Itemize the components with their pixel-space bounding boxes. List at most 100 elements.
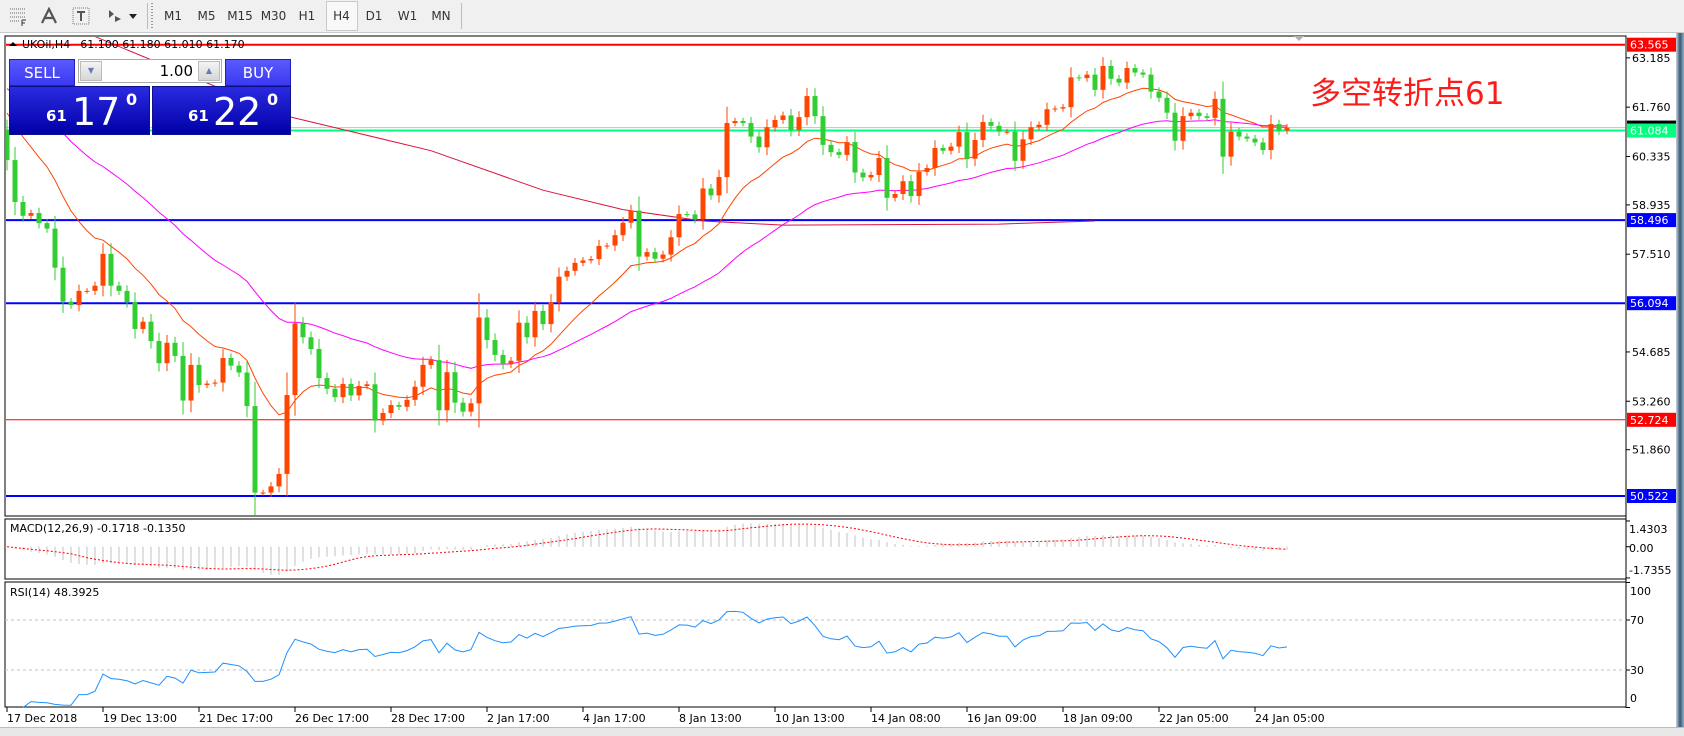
level-price-label: 61.084 bbox=[1630, 125, 1669, 138]
lot-size-stepper[interactable]: ▼ 1.00 ▲ bbox=[78, 59, 222, 83]
mid-moving-average-line bbox=[6, 88, 1288, 369]
level-price-label: 52.724 bbox=[1630, 414, 1669, 427]
chart-tabs-bar[interactable] bbox=[0, 727, 1684, 736]
level-price-tag bbox=[1627, 488, 1677, 503]
candle bbox=[292, 302, 298, 416]
candle-body bbox=[500, 354, 506, 365]
candle-body bbox=[556, 276, 562, 303]
candle bbox=[836, 148, 842, 159]
candle bbox=[68, 297, 74, 309]
candle bbox=[1148, 67, 1154, 99]
candle-body bbox=[6, 129, 10, 161]
candle bbox=[1036, 121, 1042, 131]
timeframe-d1-button[interactable]: D1 bbox=[365, 9, 383, 23]
candle bbox=[1156, 87, 1162, 103]
candle bbox=[6, 119, 10, 171]
candle-body bbox=[684, 214, 690, 216]
candle bbox=[740, 117, 746, 127]
buy-button[interactable]: BUY bbox=[225, 59, 291, 86]
toolbar-grip[interactable] bbox=[151, 3, 153, 29]
candle bbox=[1060, 104, 1066, 112]
timeframe-mn-button[interactable]: MN bbox=[431, 9, 451, 23]
time-tick-label: 10 Jan 13:00 bbox=[775, 712, 845, 725]
time-tick-label: 17 Dec 2018 bbox=[7, 712, 77, 725]
candle bbox=[876, 151, 882, 182]
candle bbox=[188, 353, 194, 413]
candle-body bbox=[116, 285, 122, 291]
candle bbox=[348, 378, 354, 401]
candle-body bbox=[1276, 124, 1282, 131]
candle-body bbox=[604, 245, 610, 247]
candle bbox=[340, 377, 346, 404]
candle bbox=[252, 381, 258, 515]
candle bbox=[1172, 102, 1178, 151]
buy-price-fraction: 0 bbox=[267, 90, 279, 109]
timeframe-w1-button[interactable]: W1 bbox=[397, 9, 418, 23]
candle-body bbox=[20, 201, 26, 216]
lot-decrease-button[interactable]: ▼ bbox=[80, 61, 102, 81]
candle bbox=[444, 359, 450, 423]
shapes-icon[interactable] bbox=[104, 4, 140, 28]
candle bbox=[668, 230, 674, 262]
candle bbox=[1076, 74, 1082, 82]
timeframe-m5-button[interactable]: M5 bbox=[197, 9, 216, 23]
price-tick-label: 51.860 bbox=[1632, 444, 1671, 457]
text-label-icon[interactable] bbox=[68, 4, 94, 28]
sell-price-button[interactable]: 61 17 0 bbox=[9, 86, 150, 135]
candle-body bbox=[156, 341, 162, 364]
candle-body bbox=[204, 383, 210, 385]
candle bbox=[308, 331, 314, 355]
toolbar-separator bbox=[461, 3, 462, 29]
candle bbox=[404, 395, 410, 412]
lot-size-input[interactable]: 1.00 bbox=[159, 62, 193, 80]
candle-body bbox=[540, 310, 546, 325]
timeframe-m30-button[interactable]: M30 bbox=[260, 9, 287, 23]
price-chart[interactable]: 63.185 61.760 60.335 58.935 57.510 54.685 53.2… bbox=[0, 33, 1684, 735]
level-price-label: 63.565 bbox=[1630, 39, 1669, 52]
lot-increase-button[interactable]: ▲ bbox=[198, 61, 220, 81]
candle bbox=[1180, 107, 1186, 150]
candle-body bbox=[508, 360, 514, 365]
candle-body bbox=[476, 317, 482, 404]
candle bbox=[1020, 131, 1026, 169]
candle bbox=[852, 131, 858, 183]
candle-body bbox=[532, 310, 538, 338]
time-tick-label: 4 Jan 17:00 bbox=[583, 712, 646, 725]
buy-price-button[interactable]: 61 22 0 bbox=[152, 86, 291, 135]
level-price-tag bbox=[1627, 296, 1677, 311]
candle bbox=[172, 336, 178, 362]
candle-body bbox=[36, 213, 42, 224]
candle bbox=[620, 216, 626, 242]
candle-body bbox=[844, 142, 850, 155]
sell-button[interactable]: SELL bbox=[9, 59, 75, 86]
objects-list-icon[interactable] bbox=[6, 4, 32, 28]
timeframe-m15-button[interactable]: M15 bbox=[227, 9, 253, 23]
candle-body bbox=[1100, 65, 1106, 90]
candle bbox=[972, 132, 978, 167]
candle-body bbox=[652, 252, 658, 259]
sell-price-big-figure: 61 bbox=[46, 107, 67, 125]
candle bbox=[12, 146, 18, 216]
text-icon[interactable] bbox=[36, 4, 62, 28]
candle-body bbox=[892, 193, 898, 198]
timeframe-m1-button[interactable]: M1 bbox=[164, 9, 182, 23]
candle bbox=[636, 196, 642, 271]
candle bbox=[1204, 112, 1210, 122]
candle-body bbox=[1156, 91, 1162, 98]
timeframe-h1-button[interactable]: H1 bbox=[298, 9, 316, 23]
candle-body bbox=[44, 223, 50, 229]
candle-body bbox=[612, 235, 618, 246]
time-tick-label: 22 Jan 05:00 bbox=[1159, 712, 1229, 725]
price-tick-label: 60.335 bbox=[1632, 150, 1671, 163]
candle bbox=[1028, 121, 1034, 146]
candle-body bbox=[1268, 124, 1274, 151]
rsi-tick-label: 0 bbox=[1630, 692, 1637, 705]
candle bbox=[804, 88, 810, 126]
candle-body bbox=[260, 492, 266, 494]
price-tick-label: 58.935 bbox=[1632, 199, 1671, 212]
candle-body bbox=[852, 142, 858, 173]
time-tick-label: 24 Jan 05:00 bbox=[1255, 712, 1325, 725]
candle-body bbox=[452, 372, 458, 403]
candle bbox=[1100, 57, 1106, 99]
timeframe-h4-button[interactable]: H4 bbox=[325, 1, 358, 31]
